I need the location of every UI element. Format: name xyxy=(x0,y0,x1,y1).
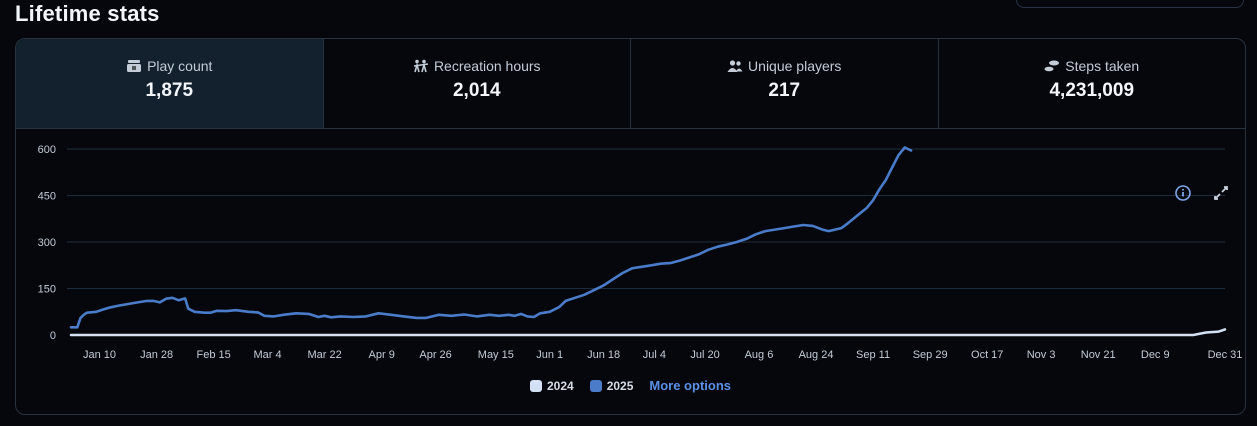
legend-swatch-2025 xyxy=(589,379,602,392)
x-tick-label: Jul 4 xyxy=(643,349,666,361)
more-options-link[interactable]: More options xyxy=(649,378,731,393)
x-tick-label: Dec 31 xyxy=(1208,349,1243,361)
x-tick-label: Jan 10 xyxy=(83,349,116,361)
expand-button[interactable] xyxy=(1214,186,1228,200)
y-tick-label: 150 xyxy=(38,284,56,296)
x-tick-label: Mar 4 xyxy=(253,349,281,361)
stat-label-row: Unique players xyxy=(727,58,841,74)
recreation-icon xyxy=(413,59,429,73)
x-tick-label: Aug 24 xyxy=(799,349,834,361)
y-axis-ticks: 0 150 300 450 600 xyxy=(38,144,56,342)
legend-label: 2024 xyxy=(546,378,574,393)
stat-label-row: Play count xyxy=(126,58,212,74)
legend-swatch-2024 xyxy=(529,379,542,392)
x-tick-label: Sep 29 xyxy=(913,349,948,361)
stat-value: 217 xyxy=(768,80,801,101)
y-tick-label: 300 xyxy=(38,237,56,249)
legend-item-2025[interactable]: 2025 xyxy=(589,378,634,393)
stat-label: Steps taken xyxy=(1065,58,1140,74)
page-title: Lifetime stats xyxy=(15,1,160,26)
stats-row: Play count 1,875 Recreation hours 2,014 xyxy=(16,39,1245,129)
stat-recreation-hours[interactable]: Recreation hours 2,014 xyxy=(324,39,631,128)
y-tick-label: 450 xyxy=(38,191,56,203)
series-line-2024 xyxy=(69,328,1227,337)
x-tick-label: May 15 xyxy=(478,349,514,361)
x-tick-label: Jun 1 xyxy=(536,349,563,361)
stat-label: Recreation hours xyxy=(433,58,541,74)
stat-label: Play count xyxy=(147,58,213,74)
stat-value: 1,875 xyxy=(145,80,194,101)
legend-item-2024[interactable]: 2024 xyxy=(529,378,574,393)
stat-steps-taken[interactable]: Steps taken 4,231,009 xyxy=(939,39,1246,128)
x-tick-label: Jun 18 xyxy=(587,349,620,361)
stat-label: Unique players xyxy=(748,58,842,74)
stat-label-row: Steps taken xyxy=(1044,58,1139,74)
x-tick-label: Jan 28 xyxy=(140,349,173,361)
x-axis-ticks: Jan 10 Jan 28 Feb 15 Mar 4 Mar 22 Apr 9 Apr 26… xyxy=(83,349,1242,361)
x-tick-label: Oct 17 xyxy=(971,349,1003,361)
users-icon xyxy=(727,60,743,72)
stat-play-count[interactable]: Play count 1,875 xyxy=(16,39,324,128)
x-tick-label: Mar 22 xyxy=(308,349,342,361)
stat-unique-players[interactable]: Unique players 217 xyxy=(631,39,939,128)
series-line-2025 xyxy=(69,146,913,329)
x-tick-label: Jul 20 xyxy=(690,349,719,361)
ticket-icon xyxy=(127,60,142,72)
x-tick-label: Nov 3 xyxy=(1027,349,1056,361)
stat-value: 4,231,009 xyxy=(1049,80,1135,101)
line-chart: 0 150 300 450 600 Jan 10 Jan 28 Feb 15 Mar 4 Mar… xyxy=(38,144,1243,361)
series-layer xyxy=(69,146,1227,337)
chart-legend: 2024 2025 More options xyxy=(16,378,1245,393)
info-button[interactable] xyxy=(1175,185,1191,201)
x-tick-label: Apr 9 xyxy=(369,349,395,361)
y-tick-label: 600 xyxy=(38,144,56,156)
stat-label-row: Recreation hours xyxy=(413,58,541,74)
footsteps-icon xyxy=(1044,60,1060,72)
x-tick-label: Nov 21 xyxy=(1081,349,1116,361)
legend-label: 2025 xyxy=(606,378,634,393)
x-tick-label: Sep 11 xyxy=(856,349,890,361)
y-tick-label: 0 xyxy=(50,330,56,342)
x-tick-label: Feb 15 xyxy=(197,349,231,361)
info-icon xyxy=(1175,185,1191,201)
stat-value: 2,014 xyxy=(452,80,501,101)
expand-icon xyxy=(1214,186,1228,200)
x-tick-label: Aug 6 xyxy=(745,349,774,361)
x-tick-label: Dec 9 xyxy=(1141,349,1170,361)
x-tick-label: Apr 26 xyxy=(419,349,451,361)
grid-layer xyxy=(67,148,1225,289)
lifetime-stats-card: Play count 1,875 Recreation hours 2,014 xyxy=(15,38,1246,415)
top-right-control[interactable] xyxy=(1016,0,1244,8)
